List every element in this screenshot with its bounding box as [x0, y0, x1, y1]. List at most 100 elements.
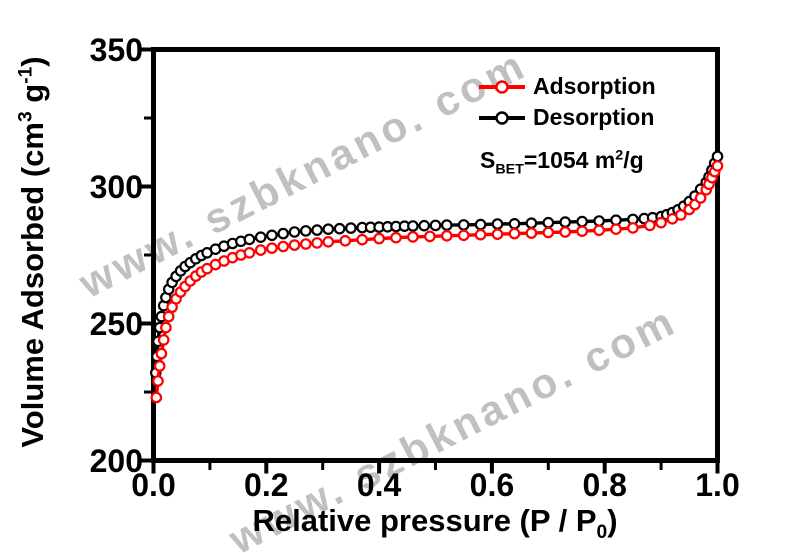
adsorption-markers [150, 160, 724, 404]
x-tick-label: 0.6 [469, 467, 515, 503]
adsorption-data-point [674, 209, 687, 221]
x-axis-title-sub-0: 0 [596, 522, 608, 544]
adsorption-data-point [356, 233, 368, 246]
desorption-data-point [429, 219, 442, 232]
sbet-annotation: SBET=1054 m2/g [480, 147, 644, 177]
adsorption-data-point [160, 321, 172, 334]
adsorption-data-point [277, 240, 289, 253]
adsorption-data-point [150, 391, 163, 404]
adsorption-data-point [299, 238, 312, 250]
adsorption-data-point [491, 228, 504, 240]
desorption-data-point [508, 218, 521, 230]
adsorption-data-point [525, 227, 538, 239]
x-tick-label: 0.2 [244, 467, 289, 503]
desorption-legend-label: Desorption [533, 104, 655, 130]
x-tick-label: 0.8 [582, 467, 627, 503]
y-axis-title-close: ) [15, 56, 50, 67]
sbet-subscript: BET [495, 161, 524, 178]
adsorption-data-point [155, 347, 168, 360]
x-tick-label: 1.0 [695, 467, 740, 503]
plot-frame [151, 47, 720, 463]
adsorption-data-point [322, 236, 335, 248]
adsorption-data-point [373, 232, 385, 245]
desorption-data-point [311, 224, 323, 236]
adsorption-data-point [254, 244, 267, 256]
y-axis-title: Volume Adsorbed (cm3 g-1) [15, 56, 51, 447]
desorption-data-point [457, 219, 470, 231]
x-tick-label: 0.4 [356, 467, 402, 503]
adsorption-data-point [542, 226, 555, 239]
sbet-superscript: 2 [615, 147, 624, 164]
sbet-value: =1054 m [523, 147, 616, 173]
adsorption-data-point [339, 235, 352, 247]
desorption-data-point [333, 222, 346, 235]
adsorption-data-point [424, 230, 436, 243]
adsorption-data-point [407, 231, 419, 243]
sbet-unit: /g [623, 147, 644, 173]
adsorption-data-point [153, 360, 166, 372]
adsorption-curve [154, 164, 720, 400]
adsorption-data-point [643, 219, 656, 232]
y-axis-title-mid: g [15, 83, 50, 112]
desorption-data-point [576, 215, 588, 228]
desorption-markers [150, 150, 724, 379]
desorption-line-marker-icon [479, 110, 525, 125]
adsorption-data-point [311, 237, 323, 249]
desorption-data-point [474, 218, 487, 231]
adsorption-data-point [474, 228, 487, 241]
adsorption-data-point [610, 223, 622, 235]
legend-item-desorption: Desorption [476, 102, 656, 133]
adsorption-data-point [655, 216, 667, 229]
x-axis-title-close: ) [607, 503, 618, 538]
adsorption-data-point [457, 229, 470, 242]
y-axis-title-sup-minus1: -1 [15, 66, 37, 84]
adsorption-data-point [508, 227, 521, 240]
adsorption-data-point [559, 226, 571, 238]
desorption-data-point [288, 226, 301, 238]
desorption-data-point [322, 223, 335, 235]
desorption-data-point [345, 222, 357, 234]
legend: Adsorption Desorption [476, 71, 656, 133]
desorption-data-point [266, 229, 278, 242]
adsorption-data-point [157, 334, 170, 346]
desorption-data-point [418, 219, 430, 232]
x-axis-title: Relative pressure (P / P0) [153, 503, 717, 542]
y-tick-label: 200 [89, 442, 143, 479]
desorption-data-point [559, 216, 571, 228]
desorption-data-point [491, 218, 504, 230]
y-tick-label: 250 [89, 305, 143, 342]
adsorption-data-point [627, 222, 639, 234]
sbet-symbol: S [480, 147, 496, 173]
desorption-data-point [593, 215, 605, 227]
adsorption-data-point [288, 239, 301, 251]
adsorption-data-point [243, 247, 256, 259]
adsorption-legend-label: Adsorption [533, 73, 656, 99]
legend-item-adsorption: Adsorption [476, 71, 656, 102]
adsorption-line-marker-icon [479, 79, 525, 94]
adsorption-data-point [440, 230, 453, 242]
y-axis-title-sup-3: 3 [15, 111, 37, 123]
adsorption-data-point [266, 242, 278, 254]
desorption-data-point [711, 150, 724, 163]
desorption-data-point [407, 220, 419, 232]
desorption-data-point [440, 219, 453, 231]
desorption-data-point [299, 225, 312, 237]
adsorption-data-point [593, 224, 605, 237]
desorption-data-point [277, 227, 289, 240]
desorption-data-point [243, 233, 256, 246]
adsorption-data-point [694, 192, 707, 204]
x-axis-title-text: Relative pressure (P / P [252, 503, 597, 538]
adsorption-data-point [162, 310, 175, 323]
desorption-curve [154, 154, 720, 375]
y-tick-label: 350 [89, 31, 143, 68]
desorption-data-point [525, 217, 538, 229]
adsorption-data-point [390, 231, 402, 244]
y-tick-label: 300 [89, 168, 143, 205]
adsorption-data-point [152, 375, 164, 387]
adsorption-data-point [711, 160, 724, 172]
desorption-data-point [542, 216, 555, 229]
x-tick-label: 0.0 [131, 467, 176, 503]
y-axis-title-text: Volume Adsorbed (cm [15, 122, 50, 448]
